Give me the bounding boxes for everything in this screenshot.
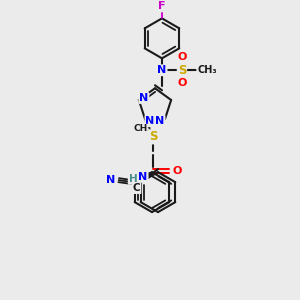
Text: N: N	[146, 116, 154, 126]
Text: C: C	[133, 183, 140, 193]
Text: N: N	[155, 116, 165, 126]
Text: O: O	[177, 78, 187, 88]
Text: CH₃: CH₃	[197, 65, 217, 75]
Text: O: O	[177, 52, 187, 62]
Text: N: N	[138, 172, 148, 182]
Text: O: O	[172, 166, 182, 176]
Text: F: F	[158, 2, 166, 11]
Text: S: S	[149, 130, 157, 143]
Text: N: N	[158, 65, 166, 75]
Text: N: N	[106, 175, 116, 185]
Text: CH₃: CH₃	[134, 124, 152, 134]
Text: S: S	[178, 64, 186, 77]
Text: N: N	[139, 93, 148, 103]
Text: H: H	[129, 174, 137, 184]
